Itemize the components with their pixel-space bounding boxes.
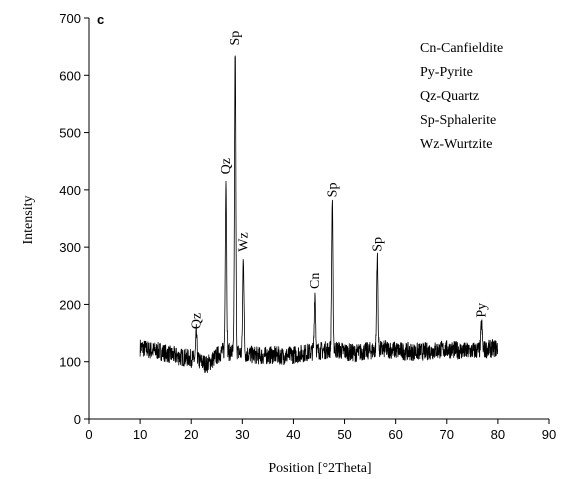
diffraction-trace <box>139 55 499 373</box>
x-axis: 0 10 20 30 40 50 60 70 80 90 <box>85 418 556 442</box>
x-tick-label: 30 <box>235 427 249 442</box>
peak-label-py: Py <box>475 303 490 318</box>
peak-label-wz: Wz <box>236 232 251 251</box>
y-axis-title: Intensity <box>21 196 36 245</box>
legend-entry: Wz-Wurtzite <box>420 137 493 152</box>
x-tick-label: 10 <box>133 427 147 442</box>
x-tick-label: 0 <box>85 427 92 442</box>
peak-label-qz: Qz <box>189 313 204 329</box>
panel-label: c <box>97 12 104 27</box>
y-axis: 0 100 200 300 400 500 600 700 <box>59 11 90 427</box>
x-tick-label: 50 <box>337 427 351 442</box>
y-tick-label: 600 <box>59 68 81 83</box>
y-tick-label: 700 <box>59 11 81 26</box>
x-tick-label: 20 <box>184 427 198 442</box>
x-tick-label: 40 <box>286 427 300 442</box>
peak-label-sp: Sp <box>228 31 243 46</box>
x-tick-label: 60 <box>388 427 402 442</box>
x-tick-label: 70 <box>440 427 454 442</box>
peak-label-qz: Qz <box>219 158 234 174</box>
legend: Cn-Canfieldite Py-Pyrite Qz-Quartz Sp-Sphal… <box>420 41 503 152</box>
y-tick-label: 0 <box>74 412 81 427</box>
legend-entry: Cn-Canfieldite <box>420 41 503 56</box>
y-tick-label: 500 <box>59 126 81 141</box>
peak-label-sp: Sp <box>370 237 385 252</box>
y-tick-label: 300 <box>59 240 81 255</box>
peak-label-cn: Cn <box>308 273 323 289</box>
x-tick-label: 90 <box>542 427 556 442</box>
legend-entry: Qz-Quartz <box>420 89 479 104</box>
y-tick-label: 400 <box>59 183 81 198</box>
plot-area: Qz Qz Sp Wz Cn Sp Sp Py <box>139 31 499 373</box>
x-tick-label: 80 <box>491 427 505 442</box>
legend-entry: Sp-Sphalerite <box>420 113 496 128</box>
peak-label-sp: Sp <box>325 183 340 198</box>
y-tick-label: 100 <box>59 355 81 370</box>
legend-entry: Py-Pyrite <box>420 65 473 80</box>
x-axis-title: Position [°2Theta] <box>268 461 371 476</box>
y-tick-label: 200 <box>59 297 81 312</box>
